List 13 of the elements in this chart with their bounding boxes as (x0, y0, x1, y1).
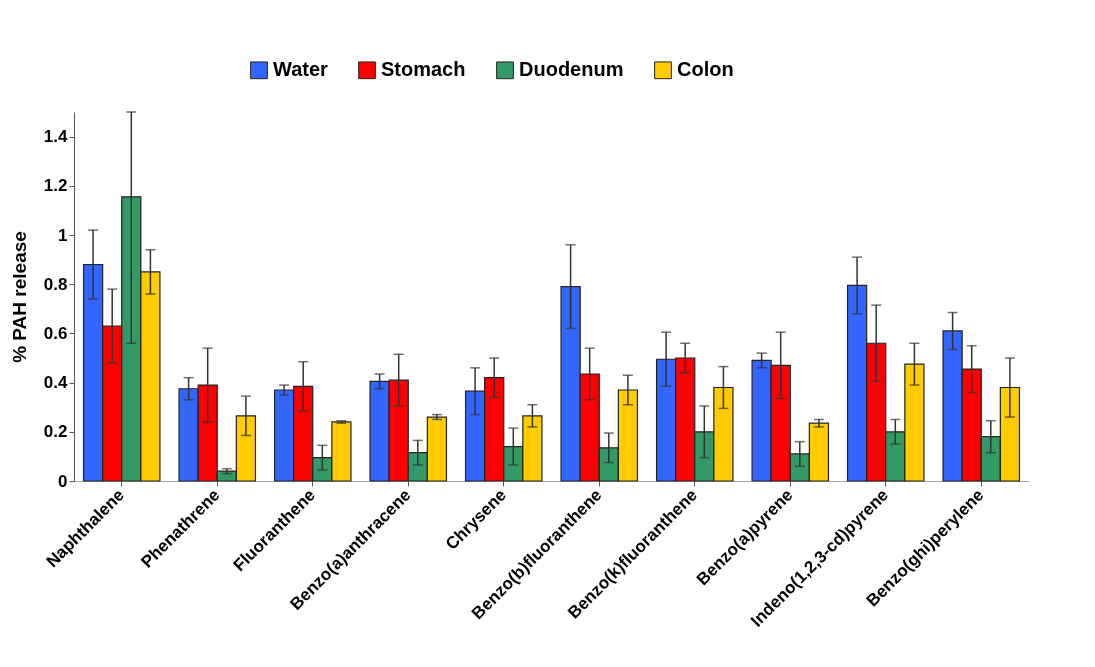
y-axis-title: % PAH release (8, 231, 30, 363)
y-tick-label: 0 (58, 471, 68, 491)
y-tick-label: 1 (58, 225, 68, 245)
y-tick-label: 1.4 (43, 127, 69, 147)
y-tick-label: 1.2 (43, 176, 68, 196)
legend-label: Duodenum (519, 58, 624, 81)
y-tick-label: 0.4 (43, 373, 69, 393)
legend-label: Colon (677, 58, 734, 81)
y-tick-label: 0.6 (43, 323, 68, 343)
legend-label: Stomach (381, 58, 466, 81)
y-tick-label: 0.2 (43, 422, 68, 442)
y-tick-label: 0.8 (43, 274, 68, 294)
legend-label: Water (273, 58, 329, 81)
